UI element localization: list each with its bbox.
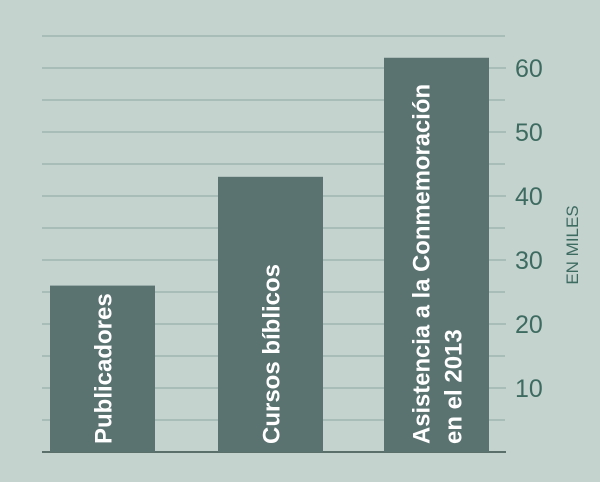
bar-label: Asistencia a la Conmemoración [409,84,436,444]
y-tick-label: 50 [515,119,543,147]
bar-label: Cursos bíblicos [259,264,286,444]
y-tick-label: 30 [515,247,543,275]
bar [384,57,489,452]
bar-label: Publicadores [91,293,118,444]
bar-label: en el 2013 [441,329,468,444]
y-tick-label: 60 [515,55,543,83]
bar [218,176,323,453]
y-tick-label: 20 [515,311,543,339]
y-tick-label: 10 [515,375,543,403]
y-tick-label: 40 [515,183,543,211]
bar [50,285,155,452]
y-axis-label: EN MILES [563,205,582,284]
